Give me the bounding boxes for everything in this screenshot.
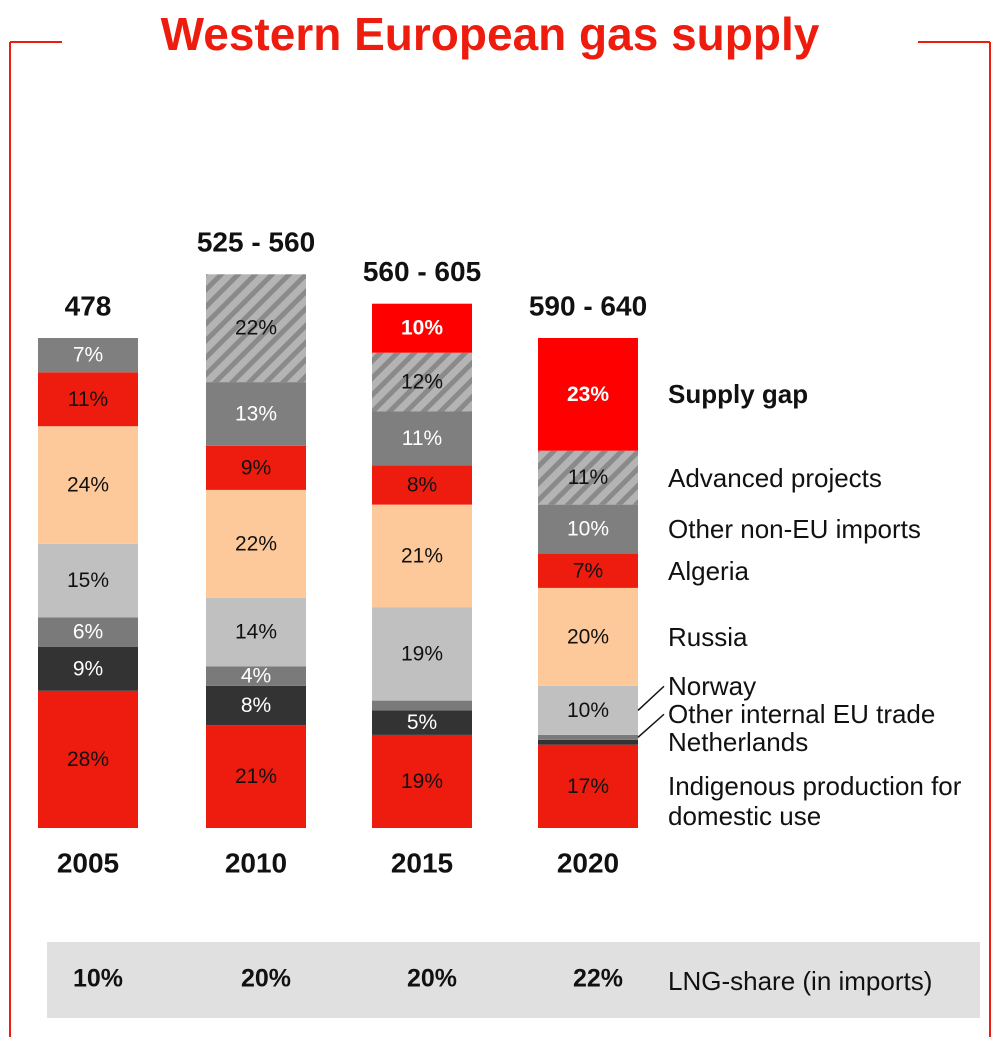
total-label: 525 - 560: [197, 227, 315, 258]
lng-band: [47, 942, 980, 1018]
value-label: 22%: [235, 532, 277, 555]
bar-segment: [206, 666, 306, 686]
value-label: 10%: [401, 317, 443, 340]
bar-segment: [538, 685, 638, 735]
bar-segment: [38, 426, 138, 544]
bar-segment: [206, 382, 306, 446]
value-label: 9%: [73, 657, 103, 680]
leader-line: [637, 713, 665, 738]
bar-segment: [38, 543, 138, 618]
value-label: 15%: [67, 569, 109, 592]
value-label: 6%: [73, 621, 103, 644]
bar-segment: [206, 685, 306, 726]
bar-segment: [38, 372, 138, 427]
chart-title: Western European gas supply: [161, 8, 820, 60]
value-label: 19%: [401, 770, 443, 793]
total-label: 560 - 605: [363, 256, 481, 287]
lng-value: 20%: [241, 965, 291, 993]
value-label: 17%: [567, 775, 609, 798]
value-label: 10%: [567, 518, 609, 541]
value-label: 8%: [241, 694, 271, 717]
bar-segment: [372, 710, 472, 735]
value-label: 21%: [235, 765, 277, 788]
value-label: 23%: [567, 383, 609, 406]
legend-label: Norway: [668, 671, 757, 702]
value-label: 24%: [67, 474, 109, 497]
bar-segment: [372, 607, 472, 701]
value-label: 9%: [241, 456, 271, 479]
value-label: 5%: [407, 711, 437, 734]
legend-label: Supply gap: [668, 379, 809, 410]
x-tick-label: 2020: [557, 847, 619, 878]
value-label: 11%: [568, 466, 608, 489]
bar-segment: [538, 338, 638, 451]
total-label: 478: [65, 290, 112, 321]
legend-label: Other internal EU trade: [668, 699, 936, 730]
legend-label: Algeria: [668, 555, 749, 586]
bar-segment: [38, 646, 138, 691]
bar-segment: [206, 725, 306, 828]
value-label: 11%: [68, 388, 108, 411]
bar-segment: [38, 338, 138, 373]
x-tick-label: 2015: [391, 847, 453, 878]
legend-label: Other non-EU imports: [668, 514, 921, 545]
legend-label: Netherlands: [668, 727, 809, 758]
bar-segment: [206, 274, 306, 383]
lng-value: 20%: [407, 965, 457, 993]
x-tick-label: 2010: [225, 847, 287, 878]
legend-label: Advanced projects: [668, 462, 882, 493]
value-label: 8%: [407, 474, 437, 497]
bar-segment: [206, 445, 306, 490]
value-label: 14%: [235, 621, 277, 644]
bar-segment: [372, 700, 472, 711]
value-label: 10%: [567, 699, 609, 722]
x-tick-label: 2005: [57, 847, 119, 878]
value-label: 11%: [402, 427, 442, 450]
value-label: 22%: [235, 317, 277, 340]
bar-segment: [38, 690, 138, 828]
total-label: 590 - 640: [529, 290, 647, 321]
legend-label: Indigenous production for domestic use: [668, 771, 962, 832]
bar-segment: [372, 465, 472, 505]
bar-segment: [372, 303, 472, 353]
value-label: 19%: [401, 643, 443, 666]
value-label: 28%: [67, 748, 109, 771]
bar-segment: [538, 504, 638, 554]
leader-line: [637, 685, 665, 711]
bar-segment: [38, 617, 138, 647]
bar-segment: [372, 411, 472, 466]
bar-segment: [206, 489, 306, 598]
value-label: 12%: [401, 371, 443, 394]
value-label: 7%: [73, 344, 103, 367]
lng-label: LNG-share (in imports): [668, 966, 932, 996]
bar-segment: [372, 504, 472, 608]
bar-segment: [538, 553, 638, 588]
bar-segment: [538, 744, 638, 828]
bar-segment: [538, 734, 638, 740]
lng-value: 22%: [573, 965, 623, 993]
bar-segment: [538, 587, 638, 686]
bar-segment: [372, 734, 472, 828]
lng-value: 10%: [73, 965, 123, 993]
value-label: 4%: [241, 665, 271, 688]
value-label: 21%: [401, 545, 443, 568]
legend-label: Russia: [668, 621, 748, 652]
value-label: 20%: [567, 625, 609, 648]
bar-segment: [538, 739, 638, 745]
bar-segment: [372, 352, 472, 412]
bar-segment: [538, 450, 638, 505]
value-label: 7%: [573, 559, 603, 582]
value-label: 13%: [235, 402, 277, 425]
bar-segment: [206, 597, 306, 667]
